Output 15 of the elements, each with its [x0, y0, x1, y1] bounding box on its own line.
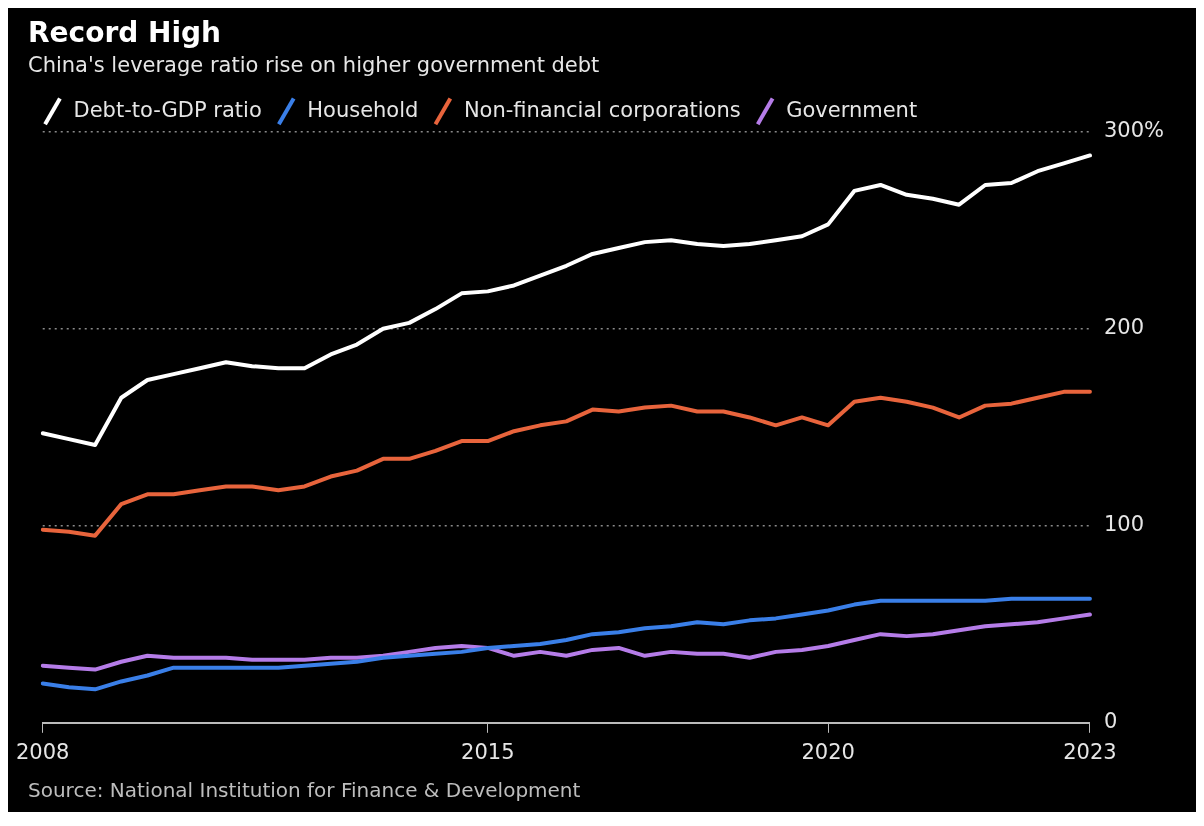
x-tick-label: 2020 — [801, 739, 855, 764]
x-tick-label: 2008 — [16, 739, 70, 764]
chart-subtitle: China's leverage ratio rise on higher government debt — [28, 52, 600, 77]
legend-label: Non-financial corporations — [463, 97, 741, 122]
y-tick-label: 0 — [1103, 709, 1118, 734]
source-note: Source: National Institution for Finance & Development — [28, 778, 582, 802]
y-tick-label: 100 — [1103, 512, 1145, 537]
x-tick-label: 2023 — [1063, 739, 1117, 764]
legend-label: Debt-to-GDP ratio — [73, 97, 262, 122]
legend-label: Household — [307, 97, 419, 122]
chart-title: Record High — [28, 16, 221, 50]
y-tick-label: 200 — [1103, 315, 1145, 340]
x-tick-label: 2015 — [461, 739, 515, 764]
legend-label: Government — [786, 97, 918, 122]
y-tick-label: 300% — [1103, 118, 1165, 143]
